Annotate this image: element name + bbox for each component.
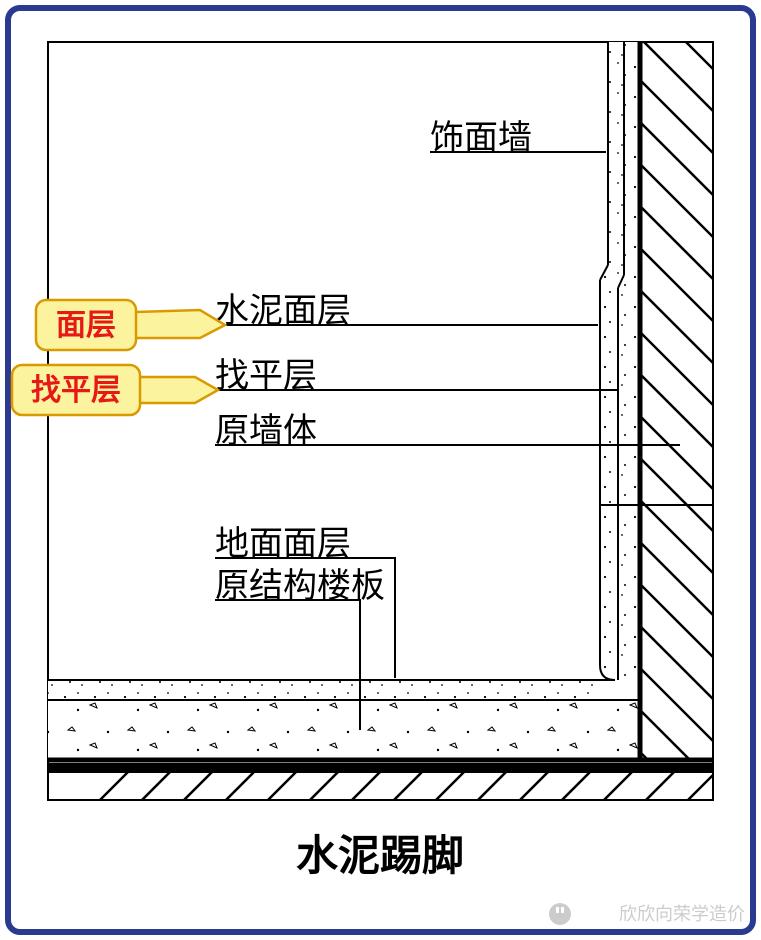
- label-cement-layer: 水泥面层: [215, 292, 351, 330]
- label-floor-finish: 地面面层: [215, 525, 351, 563]
- wall-plaster-fill: [600, 42, 640, 280]
- floor-slab-fill: [48, 700, 640, 760]
- floor-finish-fill: [48, 680, 603, 700]
- callout-leveling: 找平层: [12, 365, 218, 415]
- skirting-fill: [600, 280, 640, 680]
- watermark: 欣欣向荣学造价: [549, 903, 745, 925]
- callout-leveling-text: 找平层: [31, 374, 121, 407]
- label-wall-finish: 饰面墙: [430, 119, 532, 157]
- label-orig-wall: 原墙体: [215, 412, 317, 450]
- section-drawing: 饰面墙 水泥面层 找平层 原墙体 地面面层 原结构楼板 水泥踢脚 面层 找平层 …: [0, 0, 761, 940]
- callout-surface-text: 面层: [56, 309, 116, 342]
- callout-surface: 面层: [36, 300, 225, 350]
- diagram-container: 饰面墙 水泥面层 找平层 原墙体 地面面层 原结构楼板 水泥踢脚 面层 找平层 …: [0, 0, 761, 940]
- watermark-text: 欣欣向荣学造价: [619, 904, 745, 924]
- label-leveling: 找平层: [215, 357, 317, 395]
- label-orig-slab: 原结构楼板: [215, 567, 385, 605]
- diagram-title: 水泥踢脚: [296, 832, 464, 879]
